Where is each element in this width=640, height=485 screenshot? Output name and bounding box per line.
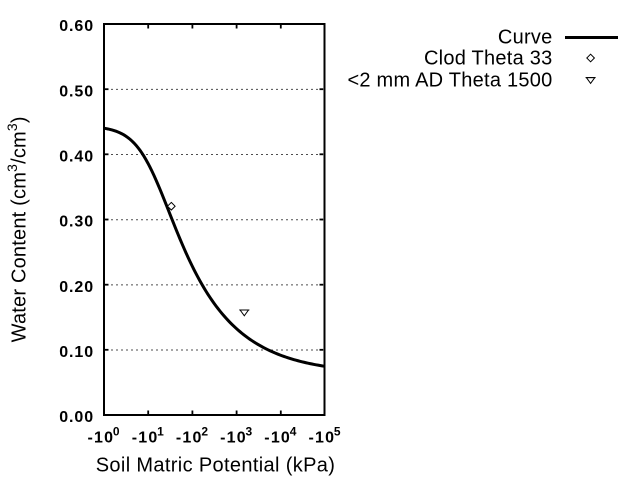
svg-text:0.00: 0.00 (59, 409, 94, 426)
svg-text:0.20: 0.20 (59, 279, 94, 296)
svg-text:-103: -103 (220, 424, 253, 446)
svg-text:-100: -100 (88, 424, 121, 446)
svg-text:-102: -102 (176, 424, 209, 446)
svg-text:-104: -104 (264, 424, 297, 446)
svg-text:0.10: 0.10 (59, 344, 94, 361)
svg-text:Curve: Curve (498, 27, 553, 49)
svg-text:-101: -101 (132, 424, 165, 446)
svg-text:0.50: 0.50 (59, 83, 94, 100)
svg-text:Water Content (cm3/cm3): Water Content (cm3/cm3) (4, 116, 31, 342)
svg-text:Soil Matric Potential (kPa): Soil Matric Potential (kPa) (96, 455, 336, 477)
svg-text:Clod Theta 33: Clod Theta 33 (424, 48, 553, 70)
svg-text:0.40: 0.40 (59, 149, 94, 166)
svg-text:0.60: 0.60 (59, 18, 94, 35)
svg-text:<2 mm AD Theta 1500: <2 mm AD Theta 1500 (347, 69, 552, 91)
svg-text:0.30: 0.30 (59, 214, 94, 231)
svg-text:-105: -105 (309, 424, 342, 446)
